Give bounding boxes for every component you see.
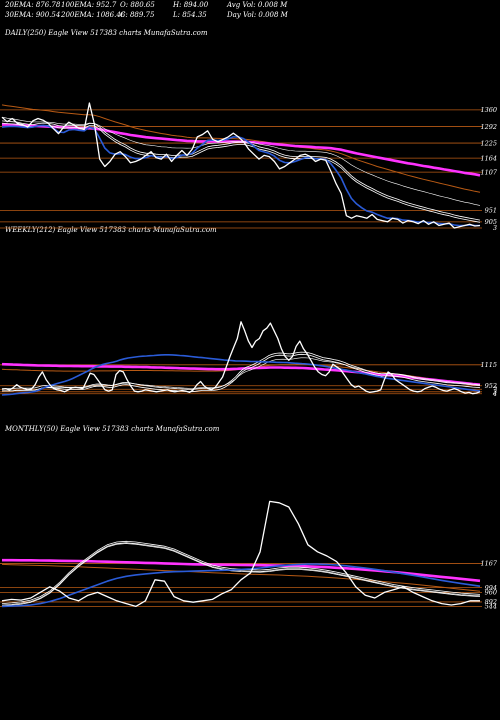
weekly-chart-title: WEEKLY(212) Eagle View 517383 charts Mun… bbox=[5, 226, 217, 234]
monthly-level-label: 994 bbox=[485, 584, 497, 592]
monthly-level-label: 960 bbox=[485, 589, 497, 597]
monthly-level-label: 892 bbox=[485, 598, 497, 606]
weekly-chart-panel: 1115 952?34 bbox=[0, 321, 498, 398]
weekly-level-label: 3 bbox=[493, 388, 497, 396]
daily-level-label: 951 bbox=[485, 207, 497, 215]
weekly-ema-blue-line bbox=[1, 353, 481, 396]
daily-level-label: 1292 bbox=[480, 123, 497, 131]
monthly-level-label: 544 bbox=[485, 603, 497, 611]
daily-ema-blue-line bbox=[1, 124, 480, 227]
daily-ema-orange-line bbox=[1, 104, 481, 193]
monthly-ema-blue-line bbox=[1, 563, 481, 608]
daily-chart-title: DAILY(250) Eagle View 517383 charts Muna… bbox=[5, 29, 208, 37]
daily-ema-fast-line bbox=[1, 122, 481, 223]
daily-ema-magenta-line bbox=[2, 123, 481, 177]
daily-level-label: 1225 bbox=[480, 139, 497, 147]
open-value: O: 880.65 bbox=[120, 1, 155, 9]
daily-level-label: 905 bbox=[485, 218, 497, 226]
weekly-level-label: 952 bbox=[485, 382, 497, 390]
high-value: H: 894.00 bbox=[173, 1, 209, 9]
daily-level-label: 1164 bbox=[480, 154, 497, 162]
avg-vol-value: Avg Vol: 0.008 M bbox=[227, 1, 288, 9]
day-vol-value: Day Vol: 0.008 M bbox=[227, 11, 288, 19]
close-value: C: 889.75 bbox=[120, 11, 155, 19]
ema30-value: 30EMA: 900.54 bbox=[5, 11, 61, 19]
ema100-value: 100EMA: 952.7 bbox=[61, 1, 117, 9]
weekly-ema-magenta-line bbox=[1, 362, 481, 386]
weekly-level-label: 1115 bbox=[480, 361, 497, 369]
daily-ema-mid-line bbox=[1, 116, 481, 206]
weekly-ema-fast-line bbox=[2, 351, 481, 390]
weekly-price-line bbox=[1, 321, 481, 395]
low-value: L: 854.35 bbox=[173, 11, 207, 19]
weekly-ema-fast-line bbox=[2, 353, 481, 393]
daily-level-label: 3 bbox=[493, 224, 497, 232]
daily-ema-fast-line bbox=[1, 120, 481, 221]
monthly-chart-title: MONTHLY(50) Eagle View 517383 charts Mun… bbox=[5, 425, 220, 433]
monthly-ema-orange-line bbox=[1, 563, 481, 592]
monthly-price-line bbox=[1, 500, 480, 608]
monthly-level-label: 1167 bbox=[480, 560, 497, 568]
daily-level-label: 1107 bbox=[480, 168, 497, 176]
ema20-value: 20EMA: 876.78 bbox=[5, 1, 61, 9]
daily-level-label: 1360 bbox=[480, 106, 497, 114]
ema200-value: 200EMA: 1086.46 bbox=[61, 11, 126, 19]
daily-price-line bbox=[1, 102, 481, 229]
weekly-level-label: ? bbox=[494, 385, 498, 393]
weekly-level-label: 4 bbox=[492, 390, 497, 398]
